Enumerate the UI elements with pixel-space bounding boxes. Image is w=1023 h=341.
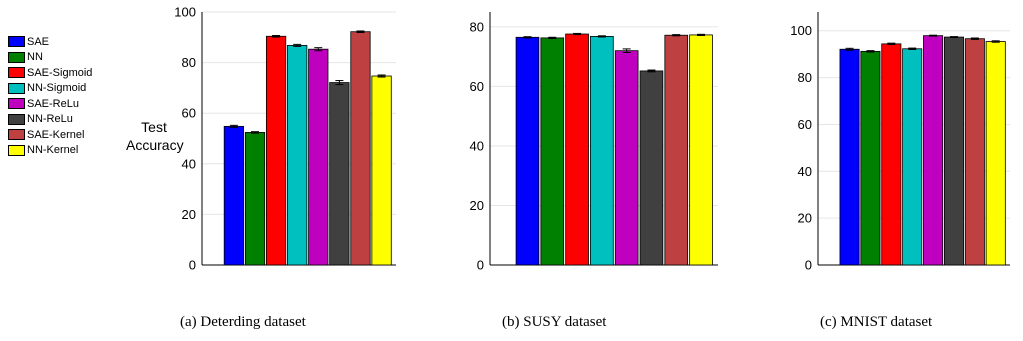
y-tick-label: 100	[174, 5, 196, 20]
bar-nn-relu	[639, 70, 664, 266]
y-tick-label: 100	[790, 23, 812, 38]
bar-sae-sigmoid	[265, 35, 287, 266]
caption-deterding: (a) Deterding dataset	[180, 314, 306, 330]
y-tick-label: 60	[182, 106, 196, 121]
bar-sae-relu	[308, 48, 329, 266]
bar-nn-sigmoid	[902, 48, 923, 266]
bar-nn	[540, 37, 565, 266]
bar-sae	[515, 36, 540, 266]
legend-label: SAE-ReLu	[27, 97, 79, 110]
legend-swatch	[8, 36, 25, 48]
bar-nn-kernel	[371, 75, 392, 266]
legend-item: SAE-ReLu	[8, 96, 92, 112]
y-tick-label: 60	[798, 117, 812, 132]
legend-item: SAE-Sigmoid	[8, 65, 92, 81]
legend-label: SAE-Sigmoid	[27, 66, 93, 79]
legend-label: NN-ReLu	[27, 113, 73, 126]
bar-nn-sigmoid	[287, 44, 308, 266]
legend-item: SAE	[8, 34, 92, 50]
y-tick-label: 20	[470, 198, 484, 213]
y-tick-label: 80	[798, 70, 812, 85]
chart-mnist: 0 20 40 60 80 100	[790, 12, 1010, 273]
bar-nn-relu	[943, 36, 964, 266]
bar-nn-relu	[329, 82, 350, 266]
legend-swatch	[8, 51, 25, 63]
bar-nn-sigmoid	[590, 36, 614, 266]
y-tick-label: 40	[470, 138, 484, 153]
y-tick-label: 40	[182, 156, 196, 171]
legend-item: SAE-Kernel	[8, 127, 92, 143]
legend-item: NN	[8, 50, 92, 66]
legend-item: NN-Sigmoid	[8, 81, 92, 97]
legend-swatch	[8, 98, 25, 110]
bar-nn-kernel	[689, 34, 713, 266]
bar-sae-sigmoid	[881, 43, 902, 266]
legend-swatch	[8, 67, 25, 79]
legend-label: SAE-Kernel	[27, 128, 85, 141]
bar-sae	[839, 48, 860, 266]
caption-mnist: (c) MNIST dataset	[820, 314, 933, 330]
chart-deterding: 0 20 40 60 80 100	[174, 5, 396, 273]
legend-item: NN-Kernel	[8, 143, 92, 159]
caption-susy: (b) SUSY dataset	[502, 314, 607, 330]
y-tick-label: 40	[798, 164, 812, 179]
legend: SAE NN SAE-Sigmoid NN-Sigmoid SAE-ReLu N…	[8, 34, 92, 158]
legend-label: NN-Kernel	[27, 144, 79, 157]
chart-susy: 0 20 40 60 80	[470, 12, 718, 273]
legend-swatch	[8, 82, 25, 94]
bar-sae-kernel	[350, 31, 371, 266]
y-tick-label: 0	[189, 258, 196, 273]
bar-nn-kernel	[985, 41, 1006, 266]
bar-nn	[244, 132, 266, 266]
legend-swatch	[8, 129, 25, 141]
bar-sae-kernel	[664, 34, 689, 266]
legend-label: SAE	[27, 35, 50, 48]
bar-nn	[860, 50, 881, 266]
y-tick-label: 60	[470, 79, 484, 94]
y-tick-label: 0	[805, 258, 812, 273]
y-tick-label: 20	[182, 207, 196, 222]
y-tick-label: 0	[477, 258, 484, 273]
bar-sae-kernel	[964, 38, 985, 266]
y-tick-label: 80	[182, 55, 196, 70]
legend-swatch	[8, 144, 25, 156]
y-axis-label: Test Accuracy	[126, 119, 184, 153]
bar-sae-sigmoid	[565, 33, 589, 266]
bar-sae-relu	[923, 35, 944, 266]
legend-item: NN-ReLu	[8, 112, 92, 128]
y-tick-label: 20	[798, 211, 812, 226]
bar-sae-relu	[614, 50, 639, 266]
bar-sae	[223, 125, 244, 266]
legend-label: NN	[27, 51, 43, 64]
y-tick-label: 80	[470, 19, 484, 34]
legend-label: NN-Sigmoid	[27, 82, 87, 95]
legend-swatch	[8, 113, 25, 125]
